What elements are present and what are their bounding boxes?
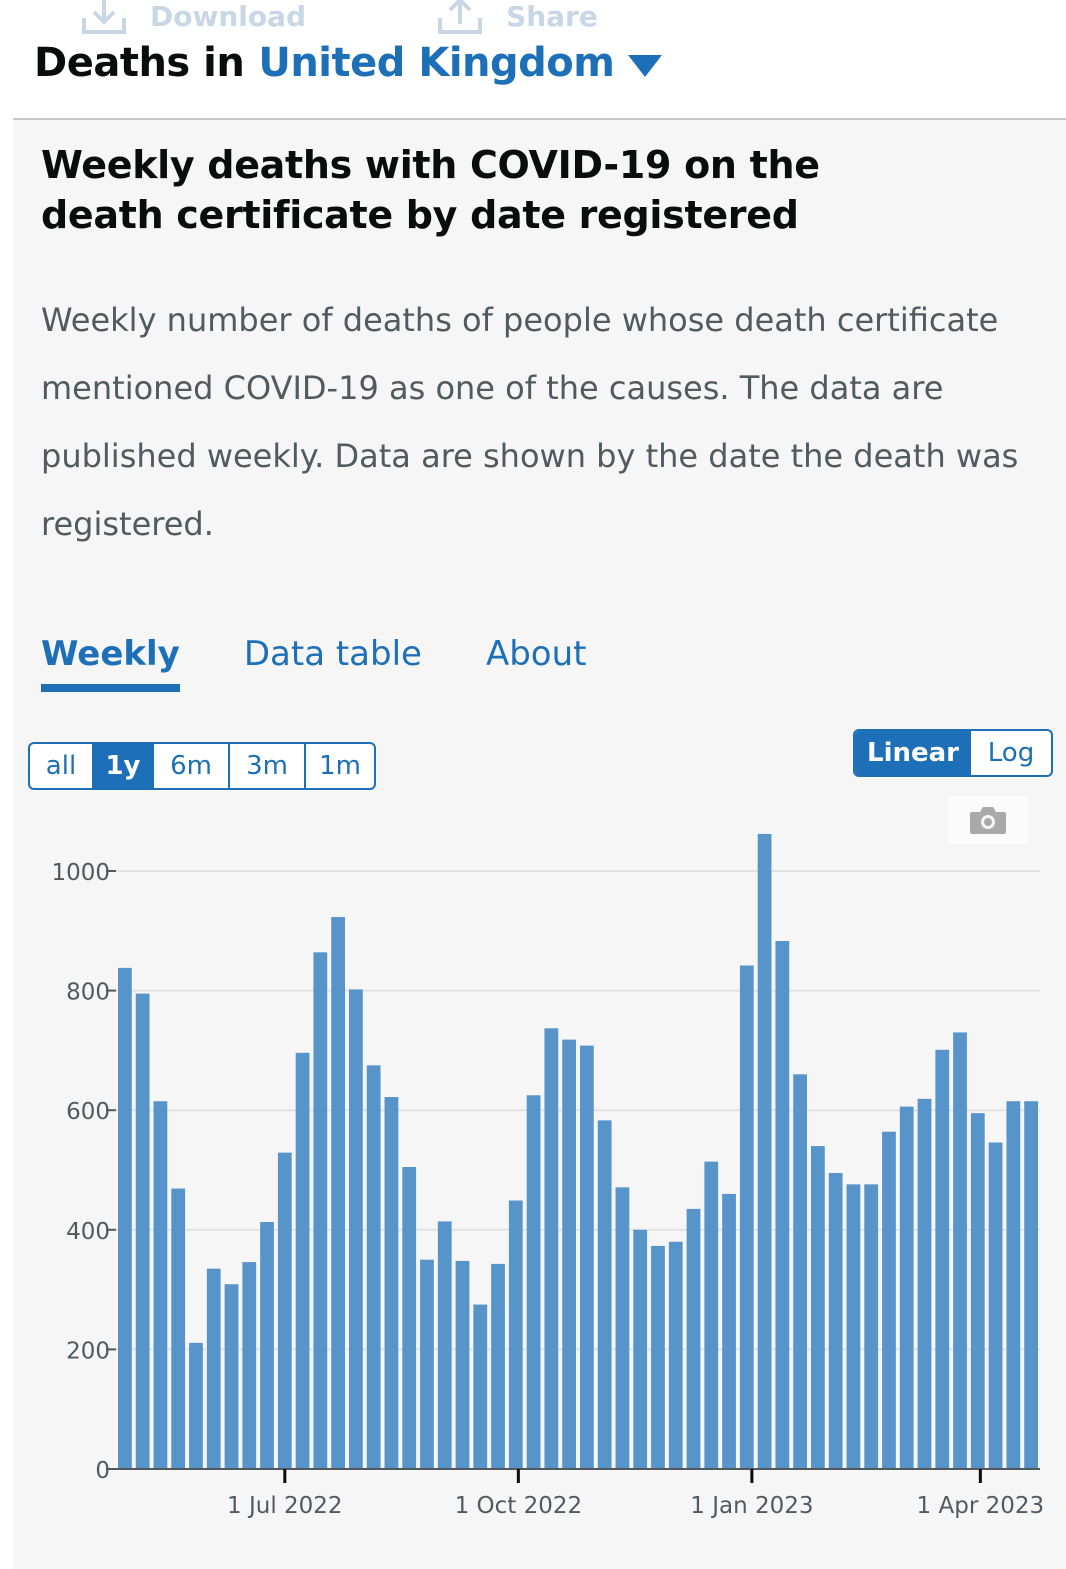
share-button[interactable]: Share [436,0,598,36]
card-description: Weekly number of deaths of people whose … [41,301,1019,543]
bar [757,833,772,1469]
bar [882,1131,896,1469]
scale-log-button[interactable]: Log [987,738,1035,768]
bar [935,1049,950,1469]
bar [899,1106,914,1469]
bar [491,1263,505,1469]
bar [1006,1101,1021,1469]
range-1y-button[interactable]: 1y [94,744,154,788]
bar [597,1120,612,1469]
y-tick-label: 1000 [51,860,110,886]
bar [811,1146,825,1469]
bar [988,1142,1003,1469]
bar [739,965,754,1469]
bar [970,1113,985,1469]
range-all-button[interactable]: all [30,744,94,788]
heading-prefix: Deaths in [34,40,245,86]
bar [544,1028,559,1469]
range-1m-button[interactable]: 1m [319,751,361,781]
bar [668,1241,683,1469]
bar [242,1262,257,1469]
bar [722,1193,736,1469]
tab-bar: Weekly Data table About [41,634,650,692]
bar [828,1172,843,1469]
x-tick-label: 1 Jan 2023 [690,1493,813,1519]
scale-selector: Linear Log [853,729,1053,777]
bar [846,1184,861,1469]
x-tick-label: 1 Oct 2022 [455,1493,583,1519]
share-label: Share [506,0,598,33]
bar [615,1187,630,1469]
bar [135,993,150,1469]
bar [633,1229,648,1469]
bar [118,967,132,1469]
bar [686,1208,701,1469]
bar [277,1152,292,1469]
card-title: Weekly deaths with COVID-19 on the death… [41,143,820,237]
y-tick-label: 800 [66,980,110,1006]
bar [917,1098,932,1469]
bar [455,1260,470,1469]
bar [295,1052,310,1469]
bar [651,1245,665,1469]
bar [473,1304,488,1469]
bar [953,1032,967,1469]
camera-button[interactable] [948,796,1028,844]
bar [224,1284,239,1469]
area-selector[interactable]: United Kingdom [258,40,615,86]
y-tick-label: 600 [66,1099,110,1125]
bar [562,1039,576,1469]
y-tick-label: 400 [66,1219,110,1245]
bar [313,952,328,1469]
bar [402,1167,417,1469]
chevron-down-icon[interactable] [628,55,663,79]
camera-icon [970,807,1006,834]
y-tick-label: 0 [95,1458,110,1484]
page-heading: Deaths in United Kingdom [34,40,663,86]
bar [526,1095,541,1469]
bar [206,1268,221,1469]
bar [1024,1101,1038,1469]
bar [420,1259,434,1469]
x-tick-label: 1 Apr 2023 [917,1493,1045,1519]
bar [153,1101,168,1469]
bar [366,1065,381,1469]
bar [508,1200,523,1469]
bar [704,1161,719,1469]
y-tick-label: 200 [66,1338,110,1364]
x-tick-label: 1 Jul 2022 [227,1493,343,1519]
bar [171,1188,186,1469]
bar [775,940,790,1469]
bar [437,1221,452,1469]
bar [384,1097,399,1469]
toolbar: Download Share [80,0,598,38]
download-label: Download [150,0,307,33]
scale-linear-button[interactable]: Linear [855,731,971,775]
bar [580,1045,594,1469]
download-button[interactable]: Download [80,0,306,36]
range-6m-button[interactable]: 6m [154,744,230,788]
download-icon [82,0,126,34]
bar [260,1222,274,1469]
bar [793,1074,807,1469]
range-3m-button[interactable]: 3m [230,744,306,788]
tab-about[interactable]: About [485,634,587,674]
bar [189,1342,203,1469]
time-range-selector: all 1y 6m 3m 1m [28,742,376,790]
bar [864,1184,879,1469]
share-icon [438,0,483,34]
tab-weekly[interactable]: Weekly [41,634,180,692]
bar [349,989,363,1469]
tab-data-table[interactable]: Data table [243,634,422,674]
bar [331,917,345,1469]
